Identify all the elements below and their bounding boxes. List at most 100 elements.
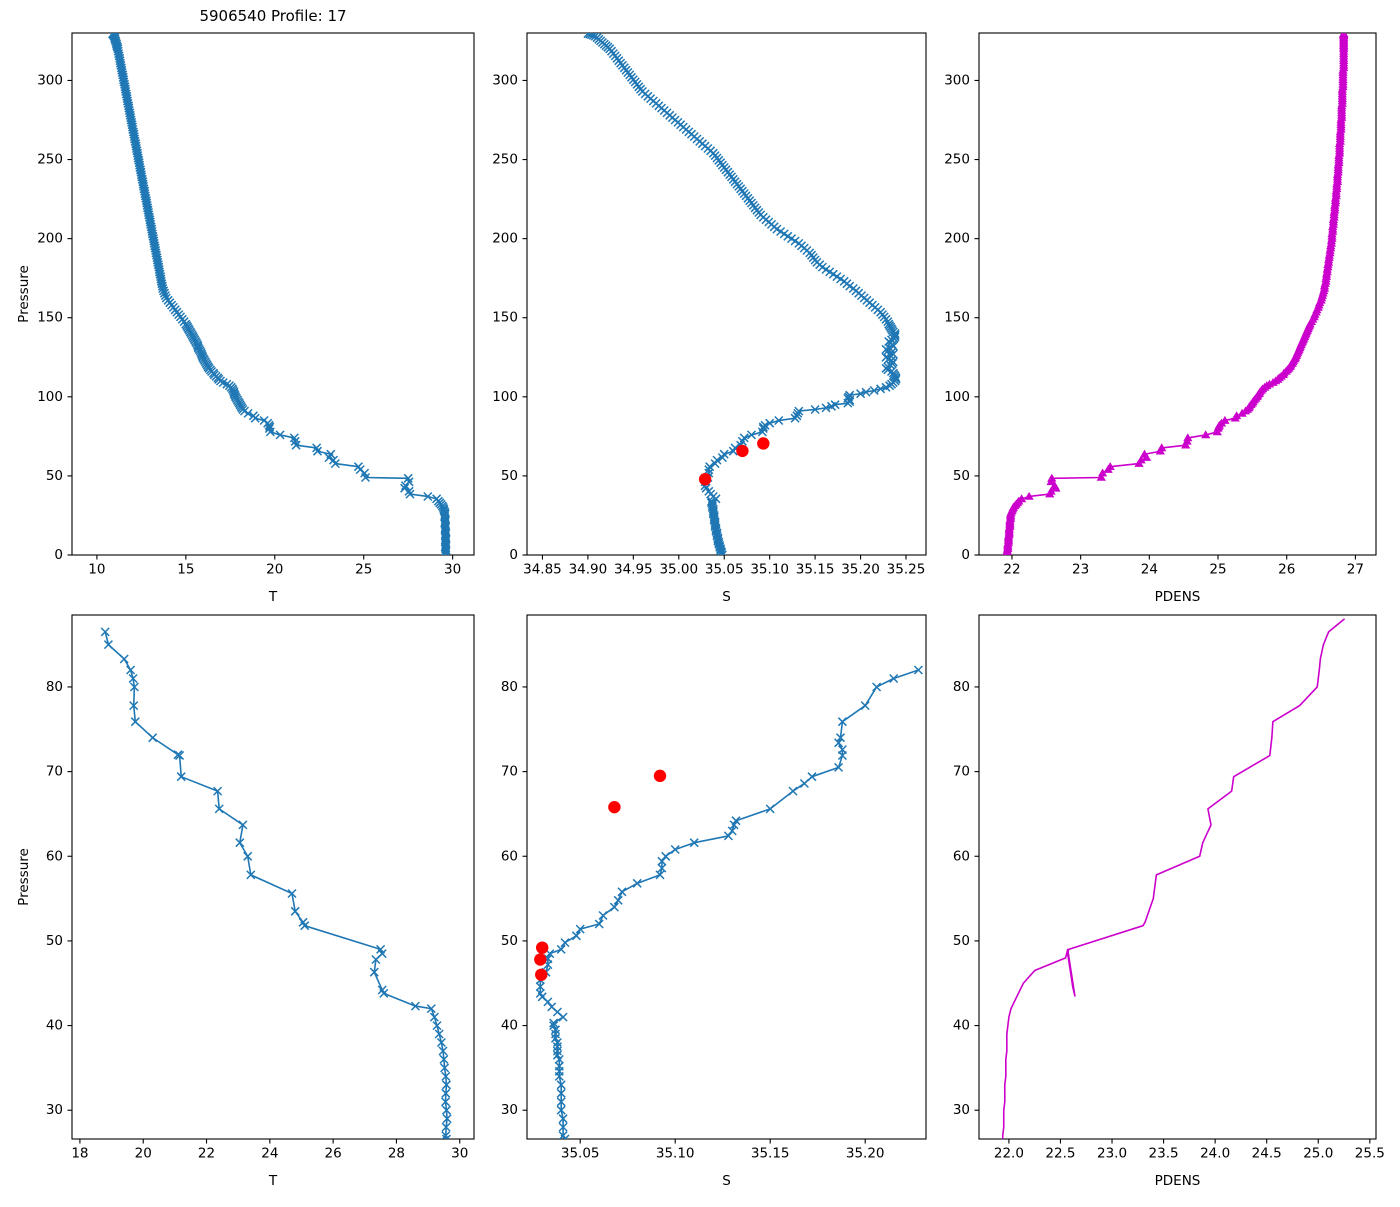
y-tick-label: 80 bbox=[953, 679, 970, 695]
x-tick-label: 27 bbox=[1347, 562, 1364, 578]
axes-frame bbox=[526, 32, 927, 556]
y-tick-label: 40 bbox=[46, 1018, 63, 1034]
temperature-zoom-profile: 18 20 22 24 26 28 30 30 40 50 60 70 80 T Pressure bbox=[10, 581, 492, 1203]
y-tick-label: 70 bbox=[501, 764, 518, 780]
y-tick-label: 200 bbox=[492, 231, 518, 247]
x-tick-label: 35.10 bbox=[750, 562, 789, 578]
y-tick-label: 300 bbox=[492, 72, 518, 88]
x-tick-label: 23.0 bbox=[1097, 1146, 1127, 1162]
axes-frame bbox=[71, 32, 475, 556]
x-tick-label: 35.05 bbox=[705, 562, 744, 578]
profile-line bbox=[539, 669, 920, 1139]
x-tick-label: 24 bbox=[261, 1146, 278, 1162]
y-tick-label: 150 bbox=[492, 310, 518, 326]
x-tick-label: 35.20 bbox=[846, 1146, 885, 1162]
x-tick-label: 35.25 bbox=[887, 562, 926, 578]
x-axis-label: PDENS bbox=[1155, 1173, 1201, 1189]
salinity-full-profile: 34.85 34.90 34.95 35.00 35.05 35.10 35.15 35.20… bbox=[465, 0, 944, 619]
y-tick-label: 100 bbox=[944, 389, 970, 405]
profile-markers bbox=[583, 33, 901, 555]
x-axis-label: PDENS bbox=[1155, 589, 1201, 605]
y-tick-label: 40 bbox=[953, 1018, 970, 1034]
x-tick-label: 35.15 bbox=[751, 1146, 790, 1162]
x-tick-label: 25.0 bbox=[1303, 1146, 1333, 1162]
y-tick-label: 300 bbox=[944, 72, 970, 88]
x-tick-label: 22 bbox=[198, 1146, 215, 1162]
x-tick-label: 22.5 bbox=[1045, 1146, 1075, 1162]
x-tick-label: 23 bbox=[1072, 562, 1089, 578]
x-tick-label: 20 bbox=[135, 1146, 152, 1162]
profile-markers bbox=[1002, 33, 1349, 555]
temperature-full-profile: 5906540 Profile: 17 10 15 20 25 30 0 50 100 150 20… bbox=[10, 0, 492, 619]
profile-markers bbox=[535, 665, 923, 1139]
y-tick-label: 60 bbox=[501, 848, 518, 864]
axes-frame bbox=[71, 614, 475, 1140]
data-layer bbox=[1002, 33, 1349, 555]
x-tick-label: 30 bbox=[451, 1146, 468, 1162]
profile-line bbox=[1001, 618, 1345, 1139]
x-tick-label: 15 bbox=[177, 562, 194, 578]
y-axis-label: Pressure bbox=[16, 848, 32, 906]
y-tick-label: 0 bbox=[509, 547, 518, 563]
y-tick-label: 0 bbox=[961, 547, 970, 563]
y-tick-label: 300 bbox=[37, 72, 63, 88]
panel-title: 5906540 Profile: 17 bbox=[199, 7, 346, 25]
x-tick-label: 26 bbox=[325, 1146, 342, 1162]
x-tick-label: 25 bbox=[355, 562, 372, 578]
x-tick-label: 25.5 bbox=[1355, 1146, 1385, 1162]
profile-markers bbox=[108, 33, 451, 555]
y-tick-label: 30 bbox=[46, 1102, 63, 1118]
data-layer bbox=[108, 33, 451, 555]
x-tick-label: 24.0 bbox=[1200, 1146, 1230, 1162]
y-tick-label: 250 bbox=[944, 152, 970, 168]
data-layer bbox=[1001, 618, 1345, 1139]
y-tick-label: 100 bbox=[37, 389, 63, 405]
y-tick-label: 50 bbox=[501, 468, 518, 484]
y-tick-label: 200 bbox=[37, 231, 63, 247]
profile-line bbox=[1006, 33, 1345, 555]
x-tick-label: 34.90 bbox=[569, 562, 608, 578]
y-tick-label: 40 bbox=[501, 1018, 518, 1034]
x-tick-label: 20 bbox=[266, 562, 283, 578]
x-tick-label: 24.5 bbox=[1252, 1146, 1282, 1162]
x-tick-label: 34.85 bbox=[523, 562, 562, 578]
y-tick-label: 0 bbox=[54, 547, 63, 563]
x-axis-label: S bbox=[722, 1173, 731, 1189]
y-tick-label: 50 bbox=[46, 933, 63, 949]
axes-frame bbox=[978, 614, 1377, 1140]
flagged-points bbox=[698, 437, 770, 486]
data-layer bbox=[534, 665, 923, 1139]
y-tick-label: 30 bbox=[501, 1102, 518, 1118]
x-axis-label: S bbox=[722, 589, 731, 605]
x-tick-label: 25 bbox=[1209, 562, 1226, 578]
data-layer bbox=[100, 627, 452, 1139]
x-tick-label: 28 bbox=[388, 1146, 405, 1162]
x-axis-label: T bbox=[268, 1173, 278, 1189]
axes-frame bbox=[526, 614, 927, 1140]
density-zoom-profile: 22.0 22.5 23.0 23.5 24.0 24.5 25.0 25.5 30 40 50 60… bbox=[917, 581, 1394, 1203]
x-tick-label: 30 bbox=[444, 562, 461, 578]
x-tick-label: 35.05 bbox=[561, 1146, 600, 1162]
profile-line bbox=[104, 631, 448, 1139]
y-tick-label: 30 bbox=[953, 1102, 970, 1118]
y-tick-label: 70 bbox=[953, 764, 970, 780]
x-tick-label: 22 bbox=[1003, 562, 1020, 578]
x-tick-label: 35.20 bbox=[841, 562, 880, 578]
x-tick-label: 22.0 bbox=[994, 1146, 1024, 1162]
x-tick-label: 18 bbox=[71, 1146, 88, 1162]
y-tick-label: 150 bbox=[37, 310, 63, 326]
salinity-zoom-profile: 35.05 35.10 35.15 35.20 30 40 50 60 70 80 S bbox=[465, 581, 944, 1203]
y-tick-label: 250 bbox=[37, 152, 63, 168]
profile-line bbox=[587, 33, 897, 555]
y-tick-label: 150 bbox=[944, 310, 970, 326]
y-tick-label: 250 bbox=[492, 152, 518, 168]
x-tick-label: 35.00 bbox=[659, 562, 698, 578]
x-tick-label: 10 bbox=[88, 562, 105, 578]
x-tick-label: 26 bbox=[1278, 562, 1295, 578]
y-tick-label: 200 bbox=[944, 231, 970, 247]
x-axis-label: T bbox=[268, 589, 278, 605]
y-tick-label: 50 bbox=[501, 933, 518, 949]
x-tick-label: 34.95 bbox=[614, 562, 653, 578]
y-tick-label: 60 bbox=[953, 848, 970, 864]
